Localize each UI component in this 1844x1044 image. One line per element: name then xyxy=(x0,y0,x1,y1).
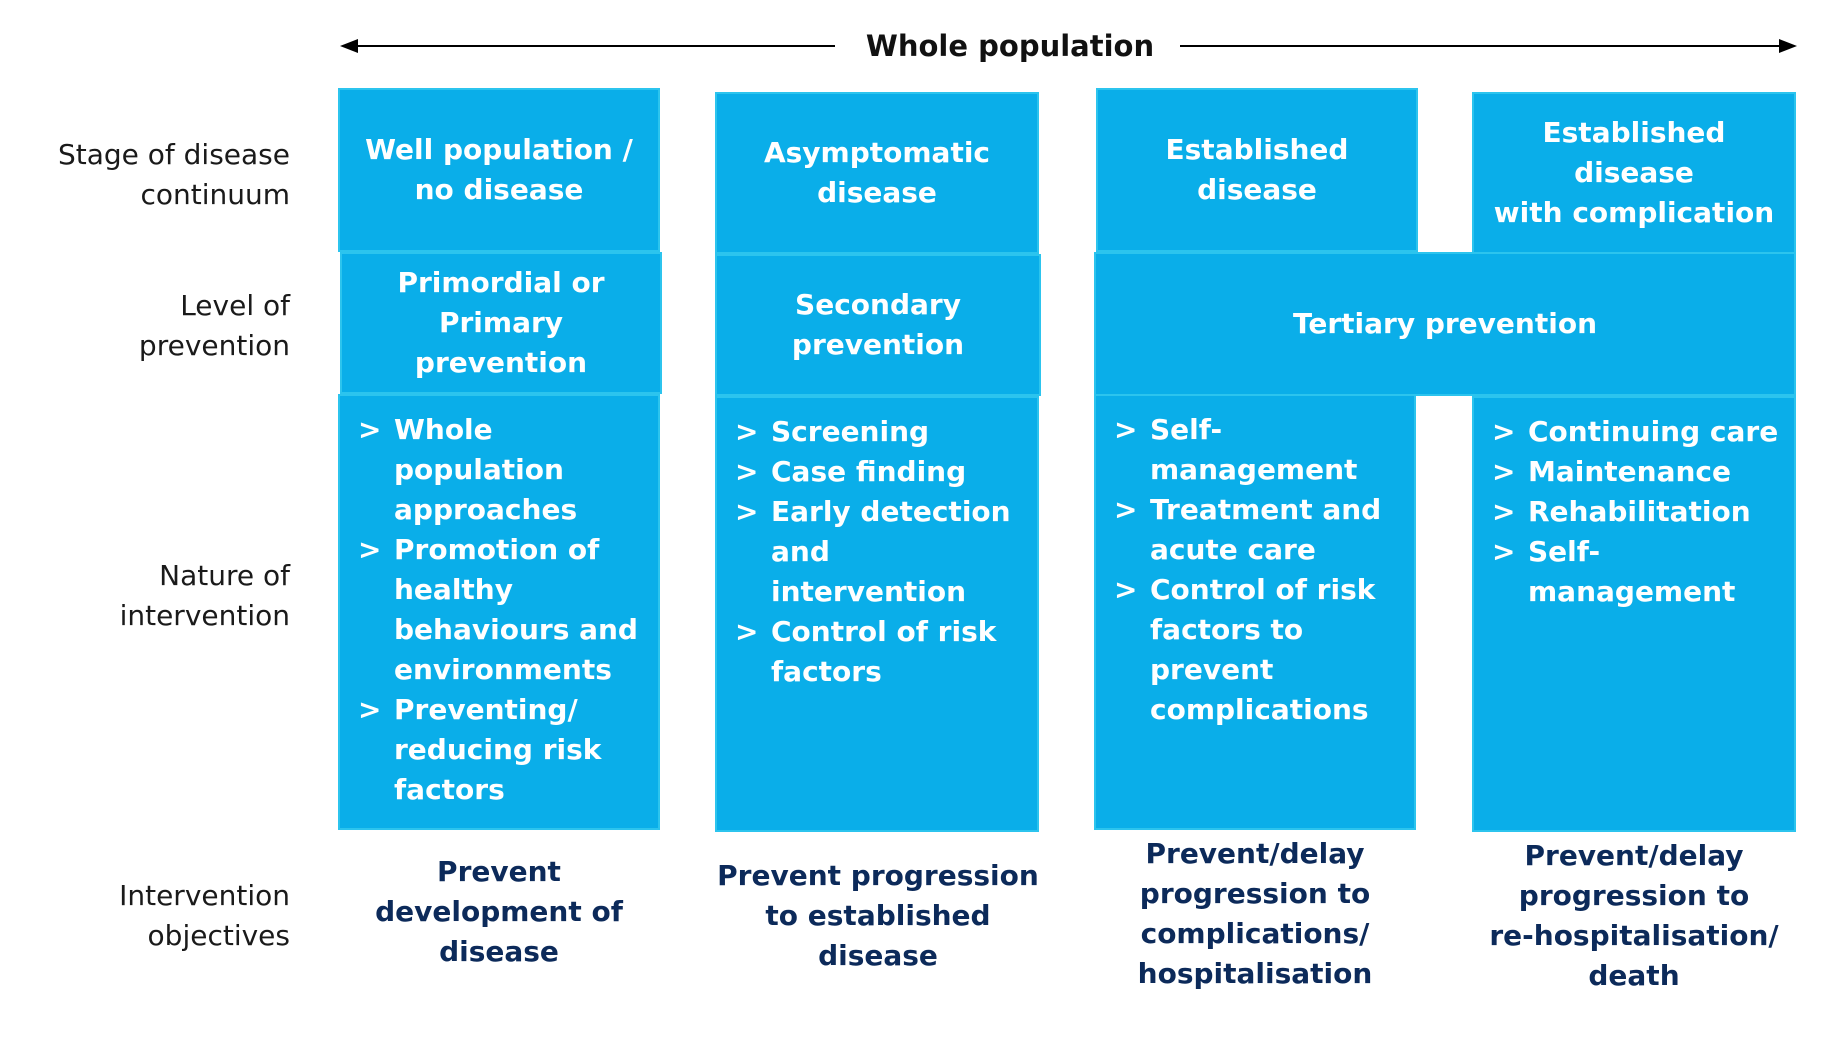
intervention-list: > Self-management > Treatment and acute ca… xyxy=(1096,396,1414,730)
level-label: Tertiary prevention xyxy=(1292,307,1598,340)
level-label: Primordial or Primary prevention xyxy=(397,266,605,379)
intervention-box-complication: > Continuing care > Maintenance > Rehabilit… xyxy=(1472,396,1796,832)
objective-complication: Prevent/delay progression to re-hospital… xyxy=(1489,839,1779,992)
list-item: > Maintenance xyxy=(1474,452,1786,492)
level-box-primary: Primordial or Primary prevention xyxy=(340,252,662,394)
list-item: > Control of risk factors xyxy=(717,612,1029,692)
list-item: > Screening xyxy=(717,412,1029,452)
list-item: > Continuing care xyxy=(1474,412,1786,452)
chevron-right-icon: > xyxy=(1114,413,1138,446)
list-item: > Whole population approaches xyxy=(340,410,650,530)
arrow-graphic xyxy=(340,39,1797,53)
list-item: > Self-management xyxy=(1096,410,1406,490)
intervention-list: > Screening > Case finding > Early detectio… xyxy=(717,398,1037,692)
chevron-right-icon: > xyxy=(358,693,382,726)
list-item: > Treatment and acute care xyxy=(1096,490,1406,570)
list-item: > Preventing/ reducing risk factors xyxy=(340,690,650,810)
chevron-right-icon: > xyxy=(735,615,759,648)
row-label-objectives: Intervention objectives xyxy=(119,879,290,952)
intervention-list: > Continuing care > Maintenance > Rehabilit… xyxy=(1474,398,1794,612)
list-item: > Self-management xyxy=(1474,532,1786,612)
stage-label: Established disease with complication xyxy=(1493,116,1775,229)
chevron-right-icon: > xyxy=(735,495,759,528)
list-item: > Promotion of healthy behaviours and env… xyxy=(340,530,650,690)
chevron-right-icon: > xyxy=(1492,415,1516,448)
chevron-right-icon: > xyxy=(1492,455,1516,488)
level-label: Secondary prevention xyxy=(791,288,965,361)
intervention-box-secondary: > Screening > Case finding > Early detectio… xyxy=(715,396,1039,832)
chevron-right-icon: > xyxy=(1114,573,1138,606)
stage-box-asymptomatic: Asymptomatic disease xyxy=(715,92,1039,254)
objective-established: Prevent/delay progression to complicatio… xyxy=(1137,837,1373,990)
header-title: Whole population xyxy=(865,29,1155,63)
list-item: > Case finding xyxy=(717,452,1029,492)
chevron-right-icon: > xyxy=(358,533,382,566)
row-label-nature: Nature of intervention xyxy=(119,559,290,632)
arrowhead-right-icon xyxy=(1779,39,1797,53)
chevron-right-icon: > xyxy=(735,415,759,448)
chevron-right-icon: > xyxy=(1492,495,1516,528)
objective-primary: Prevent development of disease xyxy=(375,855,623,968)
stage-label: Well population / no disease xyxy=(365,133,633,206)
objective-secondary: Prevent progression to established disea… xyxy=(717,859,1039,972)
arrowhead-left-icon xyxy=(340,39,358,53)
list-item: > Control of risk factors to prevent comp… xyxy=(1096,570,1406,730)
stage-label: Established disease xyxy=(1165,133,1349,206)
intervention-box-primary: > Whole population approaches > Promotion … xyxy=(338,394,660,830)
list-item: > Rehabilitation xyxy=(1474,492,1786,532)
chevron-right-icon: > xyxy=(735,455,759,488)
stage-box-complication: Established disease with complication xyxy=(1472,92,1796,254)
stage-box-well: Well population / no disease xyxy=(338,88,660,252)
list-item: > Early detection and intervention xyxy=(717,492,1029,612)
level-box-tertiary: Tertiary prevention xyxy=(1094,252,1796,396)
intervention-box-established: > Self-management > Treatment and acute ca… xyxy=(1094,394,1416,830)
whole-population-arrow: Whole population xyxy=(0,0,1844,90)
chevron-right-icon: > xyxy=(358,413,382,446)
intervention-list: > Whole population approaches > Promotion … xyxy=(340,396,658,810)
level-box-secondary: Secondary prevention xyxy=(715,254,1041,396)
stage-box-established: Established disease xyxy=(1096,88,1418,252)
stage-label: Asymptomatic disease xyxy=(763,136,991,209)
chevron-right-icon: > xyxy=(1492,535,1516,568)
chevron-right-icon: > xyxy=(1114,493,1138,526)
row-label-level: Level of prevention xyxy=(138,289,290,362)
row-label-stage: Stage of disease continuum xyxy=(57,138,290,211)
